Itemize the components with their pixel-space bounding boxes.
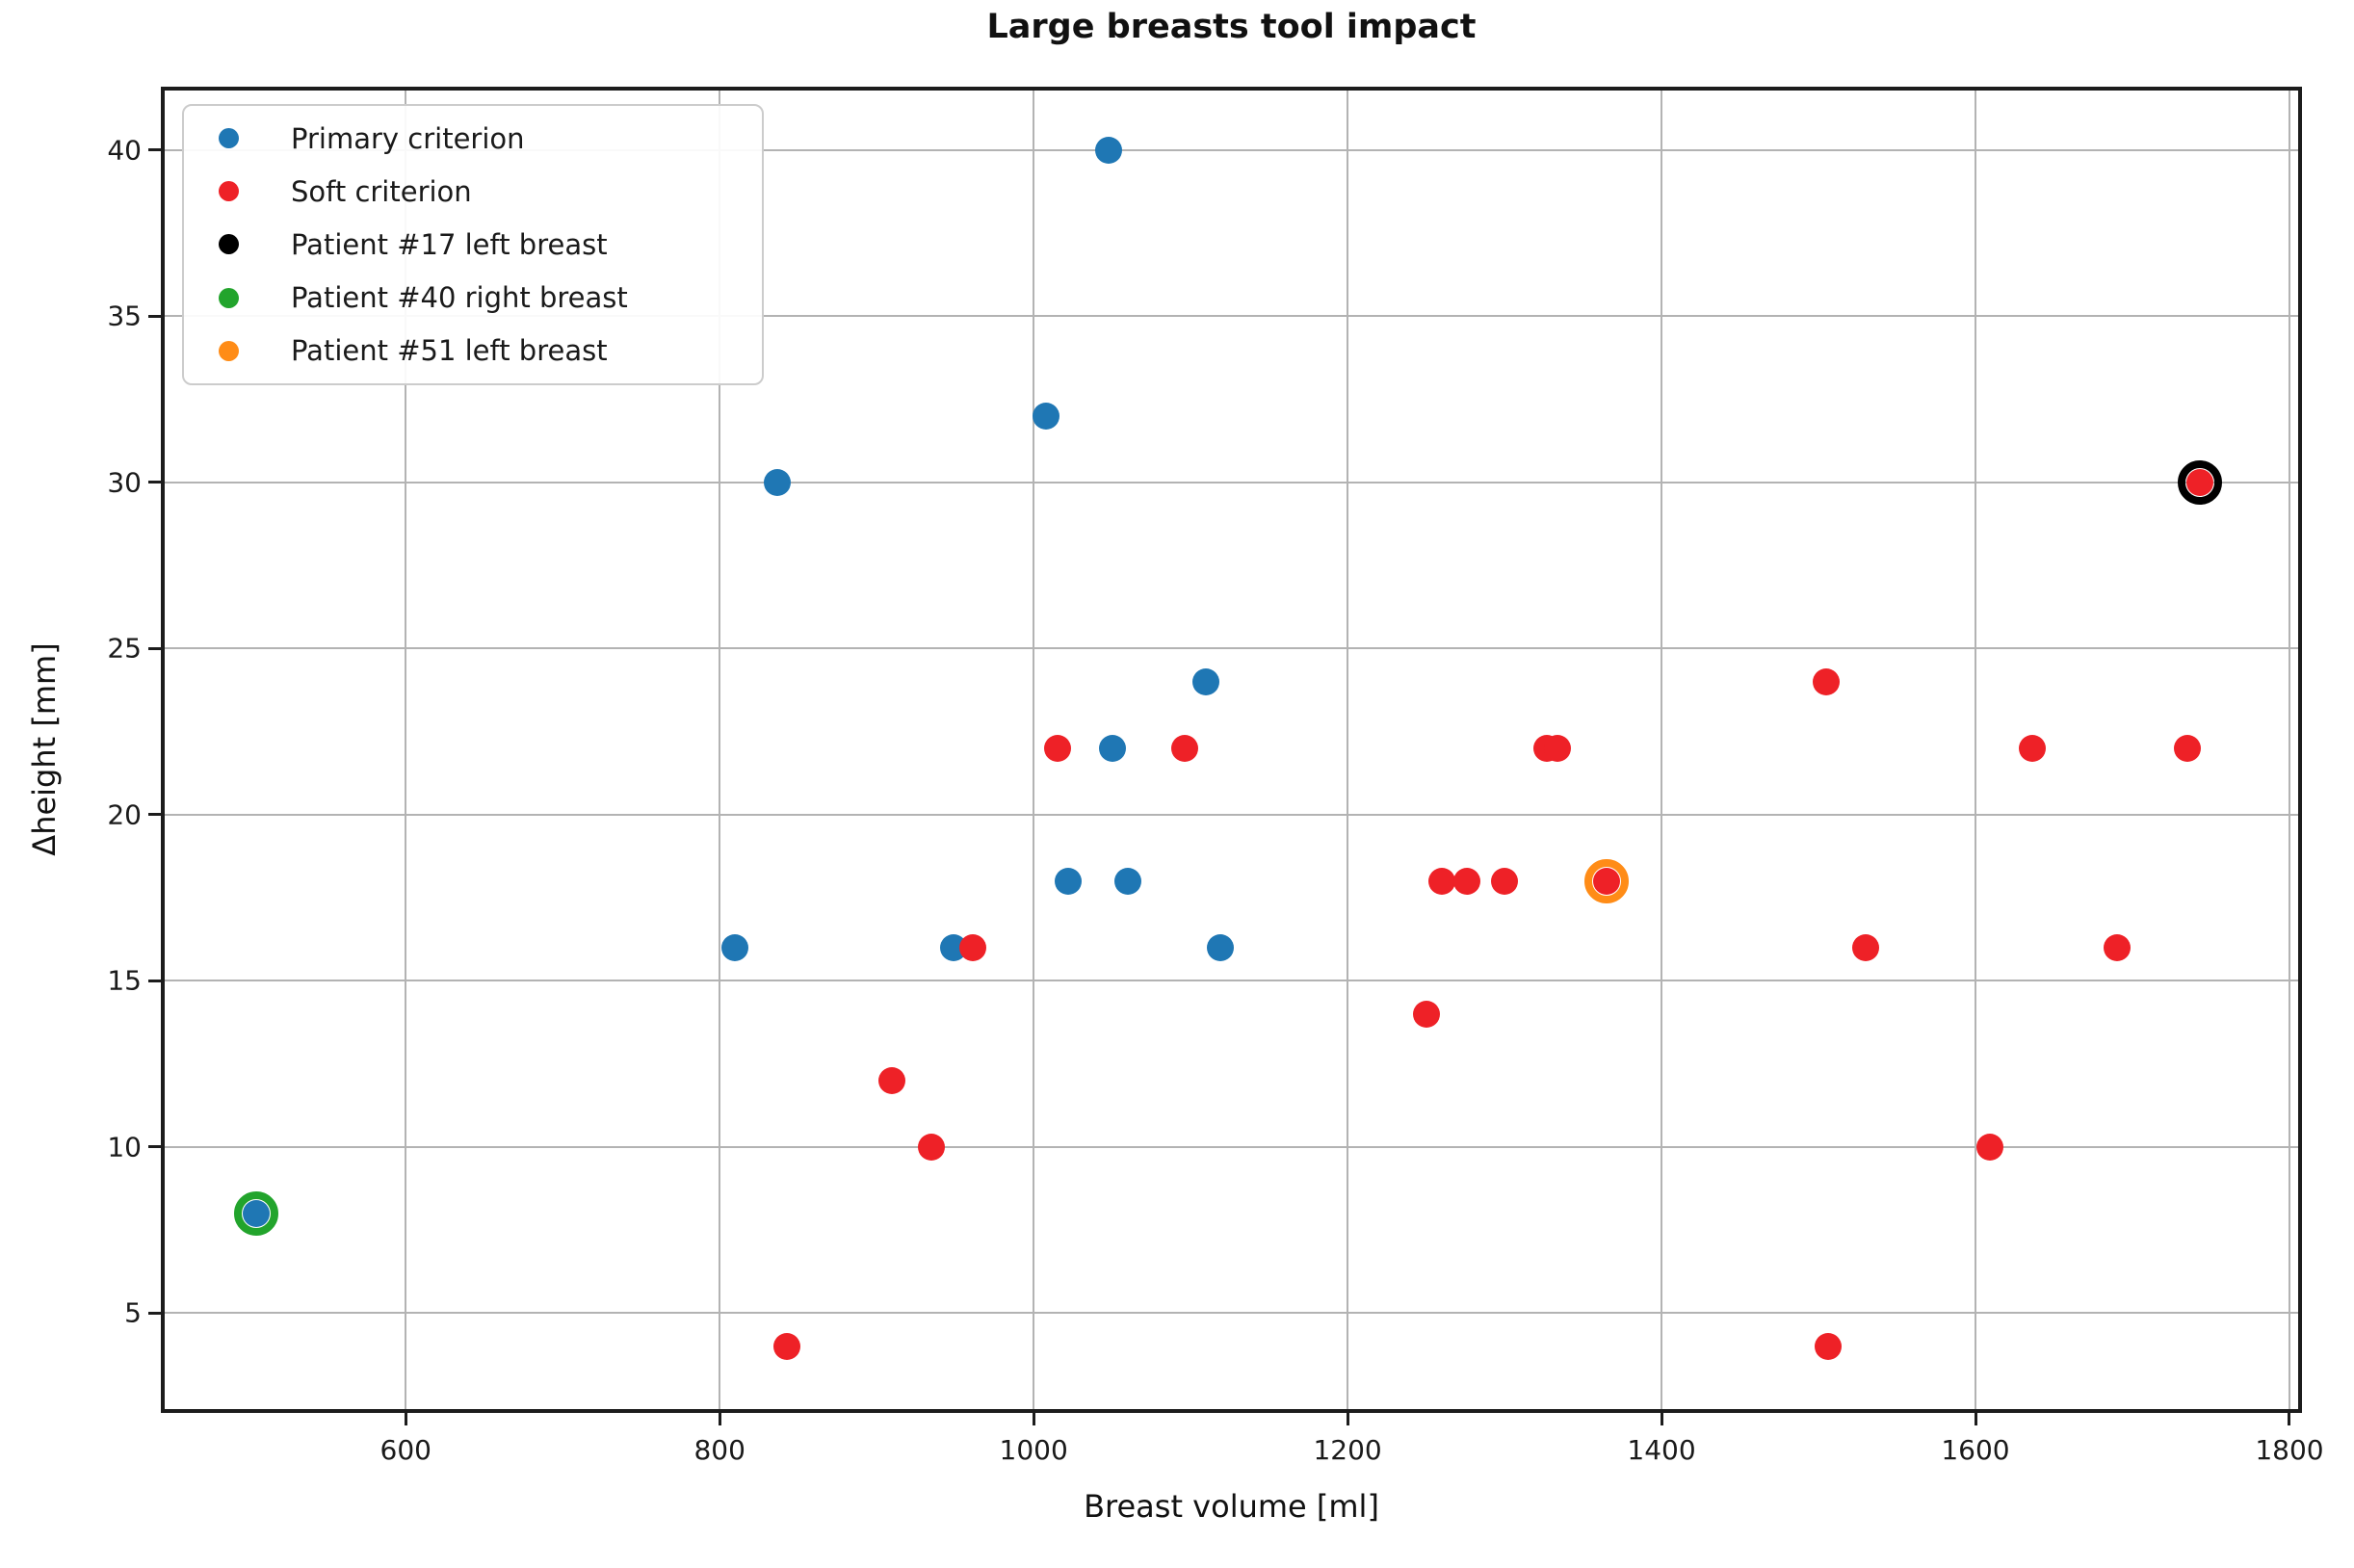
legend-item: Patient #51 left breast: [184, 334, 762, 367]
legend-dot-icon: [219, 287, 239, 308]
x-tick-1200: [1346, 1413, 1349, 1425]
legend: Primary criterion Soft criterion Patient #…: [182, 104, 764, 385]
gridline-x-600: [405, 91, 407, 1409]
gridline-x-1000: [1033, 91, 1035, 1409]
gridline-y-15: [165, 980, 2298, 982]
data-point-soft-criterion: [878, 1066, 906, 1094]
x-tick-label: 1800: [2255, 1434, 2324, 1466]
data-point-soft-criterion: [1491, 867, 1519, 895]
data-point-primary-criterion: [1098, 734, 1126, 762]
y-tick-label: 30: [107, 466, 142, 499]
y-tick-label: 5: [124, 1296, 142, 1329]
gridline-y-5: [165, 1312, 2298, 1315]
y-tick-10: [148, 1145, 161, 1149]
y-tick-label: 15: [107, 964, 142, 997]
y-tick-40: [148, 148, 161, 152]
legend-item: Patient #40 right breast: [184, 281, 762, 314]
x-tick-1400: [1660, 1413, 1663, 1425]
data-point-primary-criterion: [764, 468, 792, 496]
legend-item-label: Soft criterion: [291, 174, 472, 208]
x-tick-label: 1600: [1941, 1434, 2010, 1466]
y-tick-5: [148, 1311, 161, 1315]
legend-item-label: Patient #40 right breast: [291, 281, 628, 315]
x-axis-label: Breast volume [ml]: [1084, 1488, 1379, 1525]
data-point-primary-criterion: [1055, 867, 1082, 895]
data-point-soft-criterion: [1814, 1332, 1842, 1360]
data-point-soft-criterion: [1043, 734, 1071, 762]
gridline-y-40: [165, 148, 2298, 151]
legend-dot-icon: [219, 340, 239, 361]
data-point-soft-criterion: [918, 1133, 946, 1161]
gridline-x-1800: [2288, 91, 2290, 1409]
legend-dot-icon: [219, 181, 239, 202]
y-tick-30: [148, 481, 161, 484]
x-tick-600: [404, 1413, 407, 1425]
legend-dot-icon: [219, 234, 239, 255]
legend-item-label: Patient #51 left breast: [291, 334, 608, 368]
gridline-x-800: [719, 91, 721, 1409]
data-point-soft-criterion: [1975, 1133, 2003, 1161]
x-tick-label: 800: [693, 1434, 745, 1466]
legend-item: Soft criterion: [184, 175, 762, 208]
y-tick-25: [148, 646, 161, 650]
x-tick-1800: [2288, 1413, 2291, 1425]
gridline-x-1600: [1975, 91, 1976, 1409]
legend-item-label: Primary criterion: [291, 121, 525, 155]
y-tick-label: 25: [107, 632, 142, 665]
data-point-soft-criterion: [2018, 734, 2046, 762]
x-tick-label: 1400: [1627, 1434, 1696, 1466]
data-point-primary-criterion: [1192, 667, 1220, 695]
chart-title: Large breasts tool impact: [986, 8, 1477, 46]
highlight-ring-patient-17-left-breast: [2178, 459, 2223, 505]
y-tick-label: 10: [107, 1131, 142, 1163]
data-point-soft-criterion: [773, 1332, 801, 1360]
gridline-y-35: [165, 315, 2298, 318]
x-tick-1600: [1974, 1413, 1977, 1425]
x-tick-label: 1200: [1313, 1434, 1382, 1466]
data-point-primary-criterion: [1095, 136, 1123, 164]
x-tick-label: 600: [379, 1434, 432, 1466]
data-point-soft-criterion: [1427, 867, 1455, 895]
x-tick-1000: [1032, 1413, 1035, 1425]
data-point-soft-criterion: [1452, 867, 1480, 895]
y-tick-20: [148, 813, 161, 817]
data-point-soft-criterion: [2103, 933, 2131, 961]
gridline-y-25: [165, 647, 2298, 650]
y-axis-label: Δheight [mm]: [26, 642, 63, 856]
data-point-soft-criterion: [1813, 667, 1841, 695]
legend-dot-icon: [219, 128, 239, 149]
gridline-x-1200: [1347, 91, 1349, 1409]
gridline-x-1400: [1661, 91, 1663, 1409]
y-tick-label: 40: [107, 134, 142, 167]
data-point-soft-criterion: [1170, 734, 1198, 762]
data-point-soft-criterion: [1412, 1000, 1440, 1028]
data-point-primary-criterion: [1113, 867, 1141, 895]
gridline-y-30: [165, 481, 2298, 483]
data-point-primary-criterion: [721, 933, 749, 961]
data-point-soft-criterion: [1544, 734, 1572, 762]
y-tick-label: 35: [107, 300, 142, 332]
y-tick-label: 20: [107, 798, 142, 831]
data-point-primary-criterion: [1207, 933, 1235, 961]
data-point-primary-criterion: [1033, 402, 1060, 430]
highlight-ring-patient-40-right-breast: [234, 1190, 279, 1236]
data-point-soft-criterion: [958, 933, 986, 961]
data-point-soft-criterion: [2174, 734, 2202, 762]
gridline-y-10: [165, 1145, 2298, 1148]
legend-item-label: Patient #17 left breast: [291, 227, 608, 261]
highlight-ring-patient-51-left-breast: [1584, 858, 1629, 903]
legend-item: Patient #17 left breast: [184, 228, 762, 261]
x-tick-800: [718, 1413, 721, 1425]
gridline-y-20: [165, 813, 2298, 816]
y-tick-35: [148, 314, 161, 318]
x-tick-label: 1000: [999, 1434, 1068, 1466]
legend-item: Primary criterion: [184, 122, 762, 155]
y-tick-15: [148, 979, 161, 982]
data-point-soft-criterion: [1851, 933, 1879, 961]
